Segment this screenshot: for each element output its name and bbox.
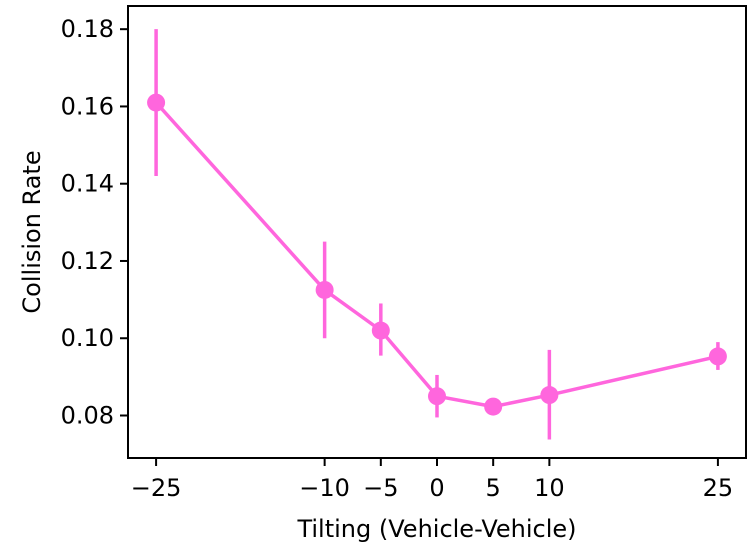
y-tick-label: 0.12: [61, 247, 114, 275]
y-tick-label: 0.14: [61, 170, 114, 198]
data-point: [484, 397, 503, 416]
x-tick-label: −25: [131, 474, 182, 502]
data-point: [371, 321, 390, 340]
y-tick-label: 0.10: [61, 324, 114, 352]
x-tick-label: 10: [534, 474, 565, 502]
y-tick-label: 0.16: [61, 92, 114, 120]
error-bars: [154, 29, 720, 440]
data-point: [147, 93, 166, 112]
data-point: [428, 387, 446, 406]
data-point: [540, 386, 559, 405]
data-point: [315, 280, 334, 299]
y-tick-label: 0.08: [61, 402, 114, 430]
x-axis-label: Tilting (Vehicle-Vehicle): [296, 515, 576, 543]
data-point: [708, 347, 727, 366]
x-tick-label: 5: [486, 474, 501, 502]
y-axis-label: Collision Rate: [18, 150, 46, 313]
x-tick-label: −10: [299, 474, 350, 502]
x-tick-label: 25: [703, 474, 734, 502]
x-tick-label: −5: [363, 474, 398, 502]
series-lines: [154, 101, 719, 409]
series-points: [147, 93, 727, 416]
x-tick-label: 0: [429, 474, 444, 502]
x-axis-ticks: −25 −10 −5 0 5 10 25: [131, 458, 733, 502]
y-tick-label: 0.18: [61, 15, 114, 43]
y-axis-ticks: 0.08 0.10 0.12 0.14 0.16 0.18: [61, 15, 128, 430]
series-line: [154, 101, 719, 409]
